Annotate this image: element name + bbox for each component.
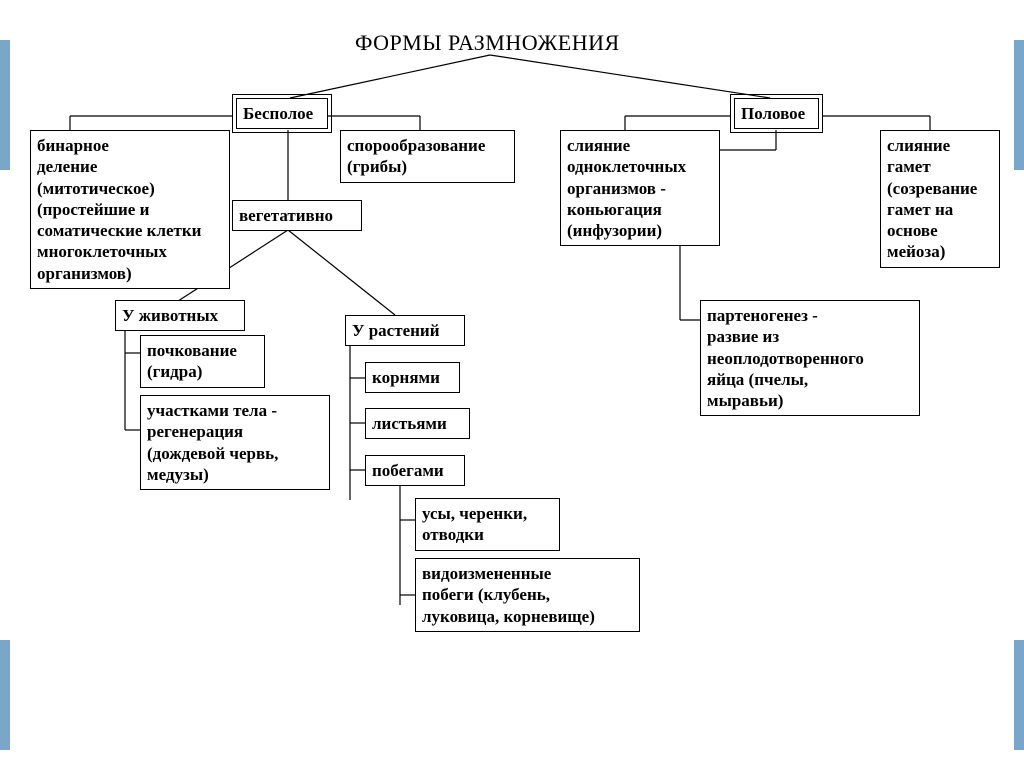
node-spore-formation: спорообразование(грибы) bbox=[340, 130, 515, 183]
left-accent-bar-2 bbox=[0, 640, 10, 750]
node-runners: усы, черенки,отводки bbox=[415, 498, 560, 551]
node-budding: почкование(гидра) bbox=[140, 335, 265, 388]
node-shoots: побегами bbox=[365, 455, 465, 486]
right-accent-bar bbox=[1014, 40, 1024, 170]
node-modified-shoots: видоизмененныепобеги (клубень,луковица, … bbox=[415, 558, 640, 632]
node-regeneration: участками тела -регенерация(дождевой чер… bbox=[140, 395, 330, 490]
node-gametes: слияниегамет(созреваниегамет наосновемей… bbox=[880, 130, 1000, 268]
node-asexual: Бесполое bbox=[236, 98, 328, 129]
left-accent-bar bbox=[0, 40, 10, 170]
node-in-animals: У животных bbox=[115, 300, 245, 331]
diagram-stage: ФОРМЫ РАЗМНОЖЕНИЯ Бесполое Половое бин bbox=[0, 0, 1024, 767]
node-parthenogenesis: партеногенез -развие изнеоплодотворенног… bbox=[700, 300, 920, 416]
diagram-title: ФОРМЫ РАЗМНОЖЕНИЯ bbox=[355, 30, 620, 56]
node-roots: корнями bbox=[365, 362, 460, 393]
node-sexual: Половое bbox=[734, 98, 819, 129]
right-accent-bar-2 bbox=[1014, 640, 1024, 750]
node-in-plants: У растений bbox=[345, 315, 465, 346]
node-leaves: листьями bbox=[365, 408, 470, 439]
node-vegetative: вегетативно bbox=[232, 200, 362, 231]
node-conjugation: слияниеодноклеточныхорганизмов -коньюгац… bbox=[560, 130, 720, 246]
node-binary-fission: бинарноеделение(митотическое)(простейшие… bbox=[30, 130, 230, 289]
